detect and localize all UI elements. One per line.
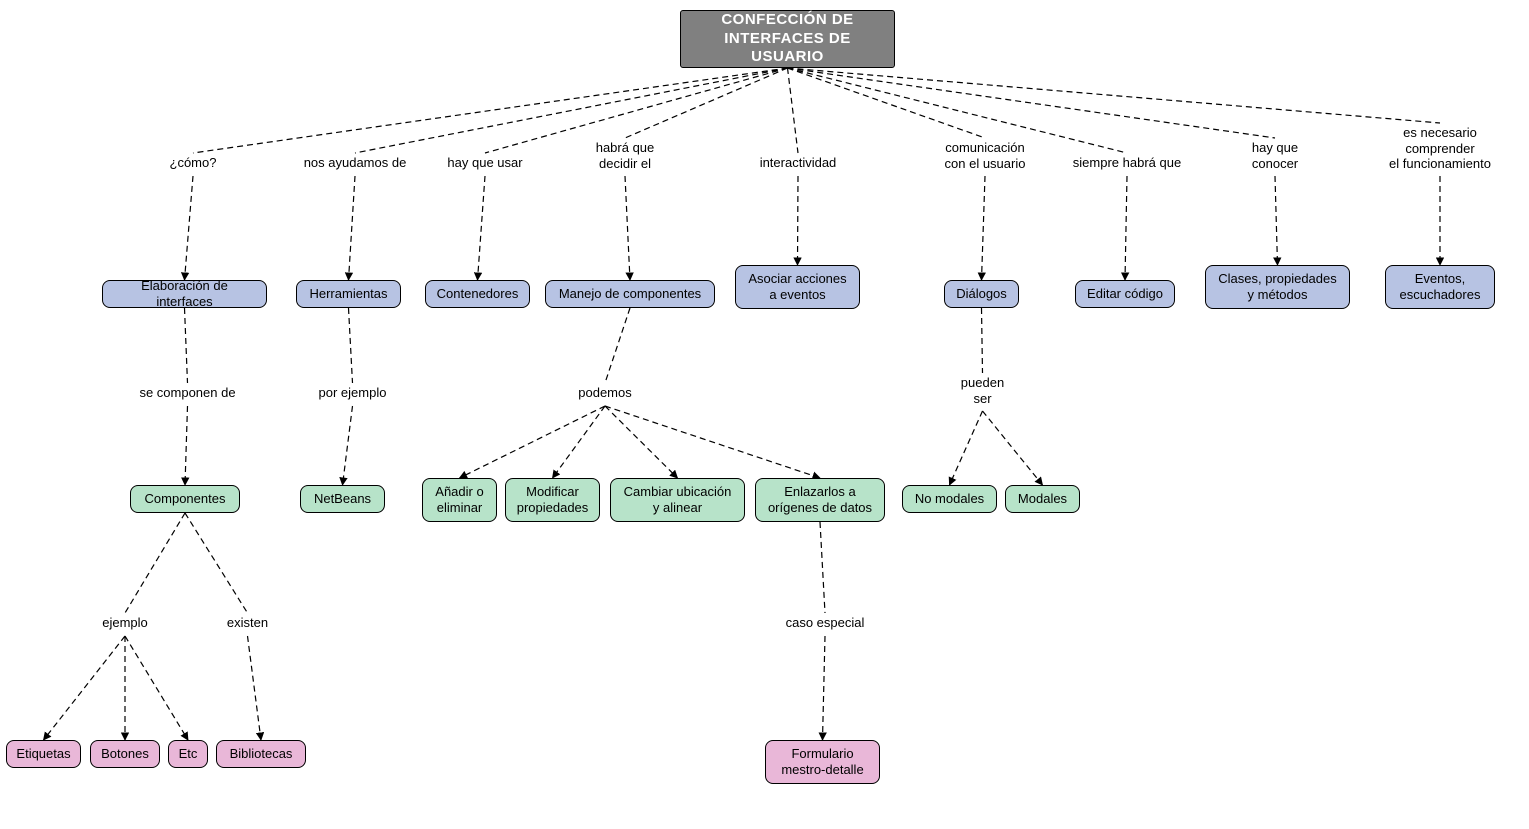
edge-label-root-n3: hay que usar bbox=[440, 155, 530, 171]
edge-label-n4-n12: podemos bbox=[570, 385, 640, 401]
node-n7: Editar código bbox=[1075, 280, 1175, 308]
node-n11: NetBeans bbox=[300, 485, 385, 513]
edge-label-root-n7: siempre habrá que bbox=[1062, 155, 1192, 171]
edge-label-n10-n21: existen bbox=[220, 615, 275, 631]
node-n12: Añadir o eliminar bbox=[422, 478, 497, 522]
edge-layer bbox=[0, 0, 1529, 829]
edge-label-root-n2: nos ayudamos de bbox=[295, 155, 415, 171]
node-n16: No modales bbox=[902, 485, 997, 513]
node-n2: Herramientas bbox=[296, 280, 401, 308]
edge-label-root-n6: comunicación con el usuario bbox=[930, 140, 1040, 171]
node-n9: Eventos, escuchadores bbox=[1385, 265, 1495, 309]
edge-label-root-n5: interactividad bbox=[748, 155, 848, 171]
node-n15: Enlazarlos a orígenes de datos bbox=[755, 478, 885, 522]
edge-label-root-n9: es necesario comprender el funcionamient… bbox=[1375, 125, 1505, 172]
edge-label-n15-n22: caso especial bbox=[775, 615, 875, 631]
edge-label-n6-n16: pueden ser bbox=[955, 375, 1010, 406]
node-n22: Formulario mestro-detalle bbox=[765, 740, 880, 784]
edge-label-root-n4: habrá que decidir el bbox=[585, 140, 665, 171]
node-n20: Etc bbox=[168, 740, 208, 768]
node-n8: Clases, propiedades y métodos bbox=[1205, 265, 1350, 309]
edge-label-n2-n11: por ejemplo bbox=[310, 385, 395, 401]
node-n3: Contenedores bbox=[425, 280, 530, 308]
edge-label-n10-n18: ejemplo bbox=[95, 615, 155, 631]
edge-label-n1-n10: se componen de bbox=[130, 385, 245, 401]
node-n6: Diálogos bbox=[944, 280, 1019, 308]
edge-label-root-n1: ¿cómo? bbox=[163, 155, 223, 171]
node-n21: Bibliotecas bbox=[216, 740, 306, 768]
node-n1: Elaboración de interfaces bbox=[102, 280, 267, 308]
node-n17: Modales bbox=[1005, 485, 1080, 513]
node-n5: Asociar acciones a eventos bbox=[735, 265, 860, 309]
node-n10: Componentes bbox=[130, 485, 240, 513]
node-n19: Botones bbox=[90, 740, 160, 768]
node-n4: Manejo de componentes bbox=[545, 280, 715, 308]
node-n13: Modificar propiedades bbox=[505, 478, 600, 522]
edge-label-root-n8: hay que conocer bbox=[1240, 140, 1310, 171]
node-n18: Etiquetas bbox=[6, 740, 81, 768]
node-n14: Cambiar ubicación y alinear bbox=[610, 478, 745, 522]
node-root: CONFECCIÓN DE INTERFACES DE USUARIO bbox=[680, 10, 895, 68]
